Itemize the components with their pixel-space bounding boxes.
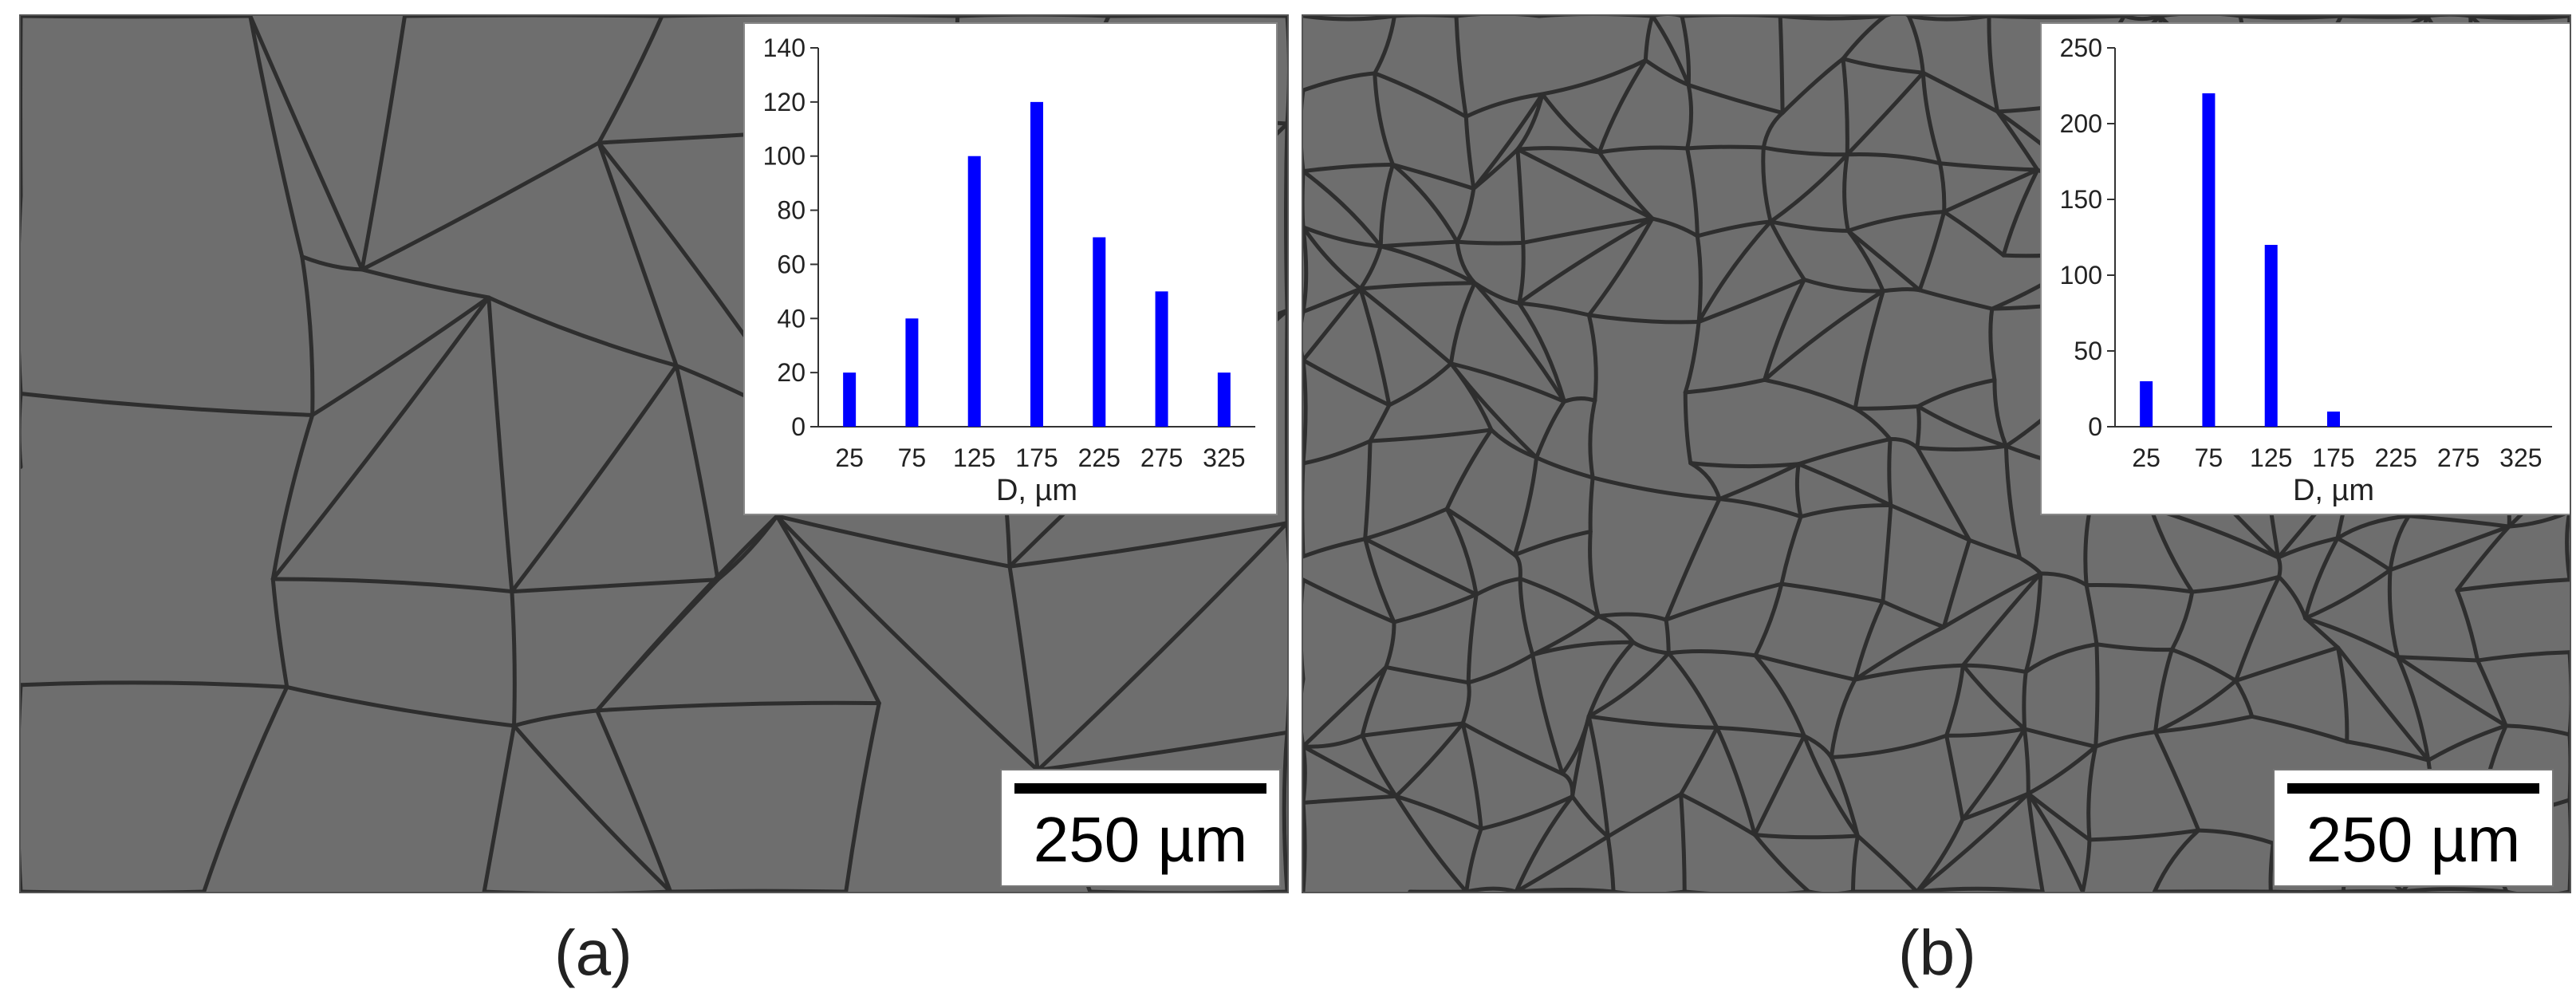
scale-bar-label-a: 250 µm bbox=[1033, 804, 1248, 875]
y-tick-label: 250 bbox=[2060, 33, 2102, 62]
y-tick-label: 100 bbox=[763, 142, 805, 171]
x-tick-label: 125 bbox=[2250, 443, 2292, 472]
x-tick-label: 175 bbox=[2312, 443, 2354, 472]
y-tick-label: 100 bbox=[2060, 261, 2102, 290]
x-tick-label: 75 bbox=[898, 443, 927, 472]
y-tick-label: 200 bbox=[2060, 109, 2102, 138]
y-tick-label: 0 bbox=[791, 412, 805, 441]
panel-caption-b: (b) bbox=[1898, 917, 1976, 988]
panel-caption-a: (a) bbox=[554, 917, 632, 988]
y-tick-label: 120 bbox=[763, 88, 805, 116]
x-tick-label: 225 bbox=[2375, 443, 2417, 472]
scale-bar-label-b: 250 µm bbox=[2306, 804, 2521, 875]
x-tick-label: 325 bbox=[1203, 443, 1245, 472]
scale-bar-line-a bbox=[1014, 783, 1266, 794]
histogram-inset-b: 0 50 100 150 200 250 25 75 125 175 225 275 325 D, µm bbox=[2040, 22, 2570, 515]
bar-275 bbox=[1155, 291, 1168, 427]
histogram-inset-a: 0 20 40 60 80 100 120 140 25 75 125 175 225 275 325 D, … bbox=[743, 22, 1278, 515]
y-tick-label: 80 bbox=[777, 196, 805, 225]
scale-bar-b: 250 µm bbox=[2273, 769, 2554, 887]
x-tick-label: 75 bbox=[2195, 443, 2223, 472]
x-axis-label: D, µm bbox=[2293, 474, 2374, 507]
x-axis-label: D, µm bbox=[996, 474, 1077, 507]
bar-175 bbox=[2327, 412, 2340, 427]
x-tick-label: 225 bbox=[1078, 443, 1121, 472]
y-tick-label: 150 bbox=[2060, 185, 2102, 214]
bar-325 bbox=[1217, 372, 1231, 427]
bar-25 bbox=[2140, 381, 2153, 427]
bar-75 bbox=[2202, 93, 2216, 427]
bar-25 bbox=[843, 372, 857, 427]
x-tick-label: 325 bbox=[2499, 443, 2542, 472]
x-tick-label: 275 bbox=[1140, 443, 1183, 472]
y-tick-label: 40 bbox=[777, 304, 805, 333]
x-tick-label: 125 bbox=[953, 443, 995, 472]
bar-125 bbox=[967, 156, 981, 427]
histogram-chart-b: 0 50 100 150 200 250 25 75 125 175 225 275 325 D, µm bbox=[2060, 33, 2552, 507]
histogram-chart-a: 0 20 40 60 80 100 120 140 25 75 125 175 225 275 325 D, … bbox=[763, 33, 1255, 507]
x-tick-label: 175 bbox=[1015, 443, 1058, 472]
bar-75 bbox=[905, 318, 919, 427]
y-tick-label: 50 bbox=[2074, 337, 2102, 365]
scale-bar-line-b bbox=[2287, 783, 2539, 794]
y-tick-label: 20 bbox=[777, 358, 805, 387]
bar-125 bbox=[2264, 245, 2278, 427]
y-tick-label: 60 bbox=[777, 250, 805, 278]
y-tick-label: 0 bbox=[2088, 412, 2102, 441]
x-tick-label: 25 bbox=[2132, 443, 2160, 472]
x-tick-label: 275 bbox=[2437, 443, 2479, 472]
x-tick-label: 25 bbox=[835, 443, 864, 472]
bar-225 bbox=[1093, 237, 1106, 427]
bar-175 bbox=[1030, 101, 1043, 427]
y-tick-label: 140 bbox=[763, 33, 805, 62]
micrograph-panel-b: 0 50 100 150 200 250 25 75 125 175 225 275 325 D, µm … bbox=[1302, 14, 2571, 893]
micrograph-panel-a: 0 20 40 60 80 100 120 140 25 75 125 175 225 275 325 D, … bbox=[19, 14, 1289, 893]
scale-bar-a: 250 µm bbox=[1000, 769, 1281, 887]
